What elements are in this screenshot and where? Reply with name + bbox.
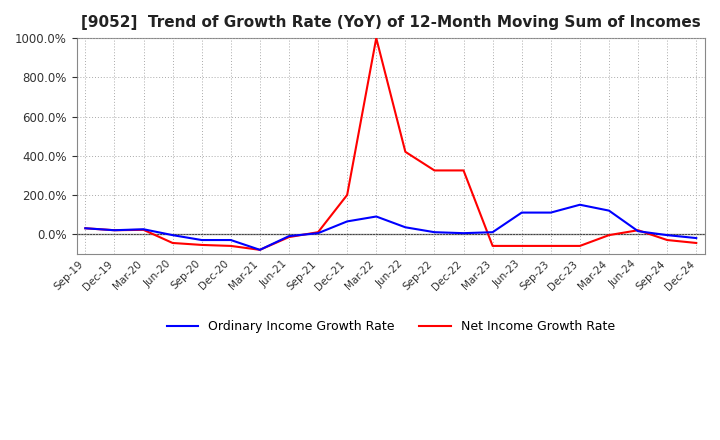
Net Income Growth Rate (168, 240, 177, 246)
Title: [9052]  Trend of Growth Rate (YoY) of 12-Month Moving Sum of Incomes: [9052] Trend of Growth Rate (YoY) of 12-… (81, 15, 701, 30)
Net Income Growth Rate (81, 226, 90, 231)
Ordinary Income Growth Rate (227, 238, 235, 243)
Net Income Growth Rate (110, 227, 119, 233)
Line: Net Income Growth Rate: Net Income Growth Rate (86, 38, 696, 250)
Net Income Growth Rate (343, 192, 351, 198)
Legend: Ordinary Income Growth Rate, Net Income Growth Rate: Ordinary Income Growth Rate, Net Income … (162, 315, 620, 338)
Ordinary Income Growth Rate (692, 235, 701, 241)
Net Income Growth Rate (488, 243, 497, 249)
Ordinary Income Growth Rate (401, 225, 410, 230)
Ordinary Income Growth Rate (634, 228, 642, 234)
Ordinary Income Growth Rate (663, 232, 672, 238)
Ordinary Income Growth Rate (197, 238, 206, 243)
Ordinary Income Growth Rate (575, 202, 584, 207)
Ordinary Income Growth Rate (139, 227, 148, 232)
Ordinary Income Growth Rate (284, 234, 293, 239)
Net Income Growth Rate (139, 227, 148, 232)
Net Income Growth Rate (663, 238, 672, 243)
Ordinary Income Growth Rate (256, 247, 264, 253)
Net Income Growth Rate (605, 232, 613, 238)
Ordinary Income Growth Rate (343, 219, 351, 224)
Ordinary Income Growth Rate (459, 231, 468, 236)
Ordinary Income Growth Rate (605, 208, 613, 213)
Ordinary Income Growth Rate (372, 214, 381, 219)
Ordinary Income Growth Rate (488, 230, 497, 235)
Net Income Growth Rate (197, 242, 206, 248)
Net Income Growth Rate (314, 230, 323, 235)
Net Income Growth Rate (401, 149, 410, 154)
Net Income Growth Rate (634, 227, 642, 233)
Line: Ordinary Income Growth Rate: Ordinary Income Growth Rate (86, 205, 696, 250)
Net Income Growth Rate (284, 235, 293, 240)
Net Income Growth Rate (546, 243, 555, 249)
Ordinary Income Growth Rate (110, 227, 119, 233)
Ordinary Income Growth Rate (314, 231, 323, 236)
Net Income Growth Rate (227, 243, 235, 249)
Net Income Growth Rate (459, 168, 468, 173)
Net Income Growth Rate (372, 36, 381, 41)
Ordinary Income Growth Rate (430, 230, 438, 235)
Ordinary Income Growth Rate (518, 210, 526, 215)
Net Income Growth Rate (692, 240, 701, 246)
Ordinary Income Growth Rate (546, 210, 555, 215)
Net Income Growth Rate (256, 247, 264, 253)
Net Income Growth Rate (518, 243, 526, 249)
Ordinary Income Growth Rate (81, 226, 90, 231)
Ordinary Income Growth Rate (168, 232, 177, 238)
Net Income Growth Rate (575, 243, 584, 249)
Net Income Growth Rate (430, 168, 438, 173)
